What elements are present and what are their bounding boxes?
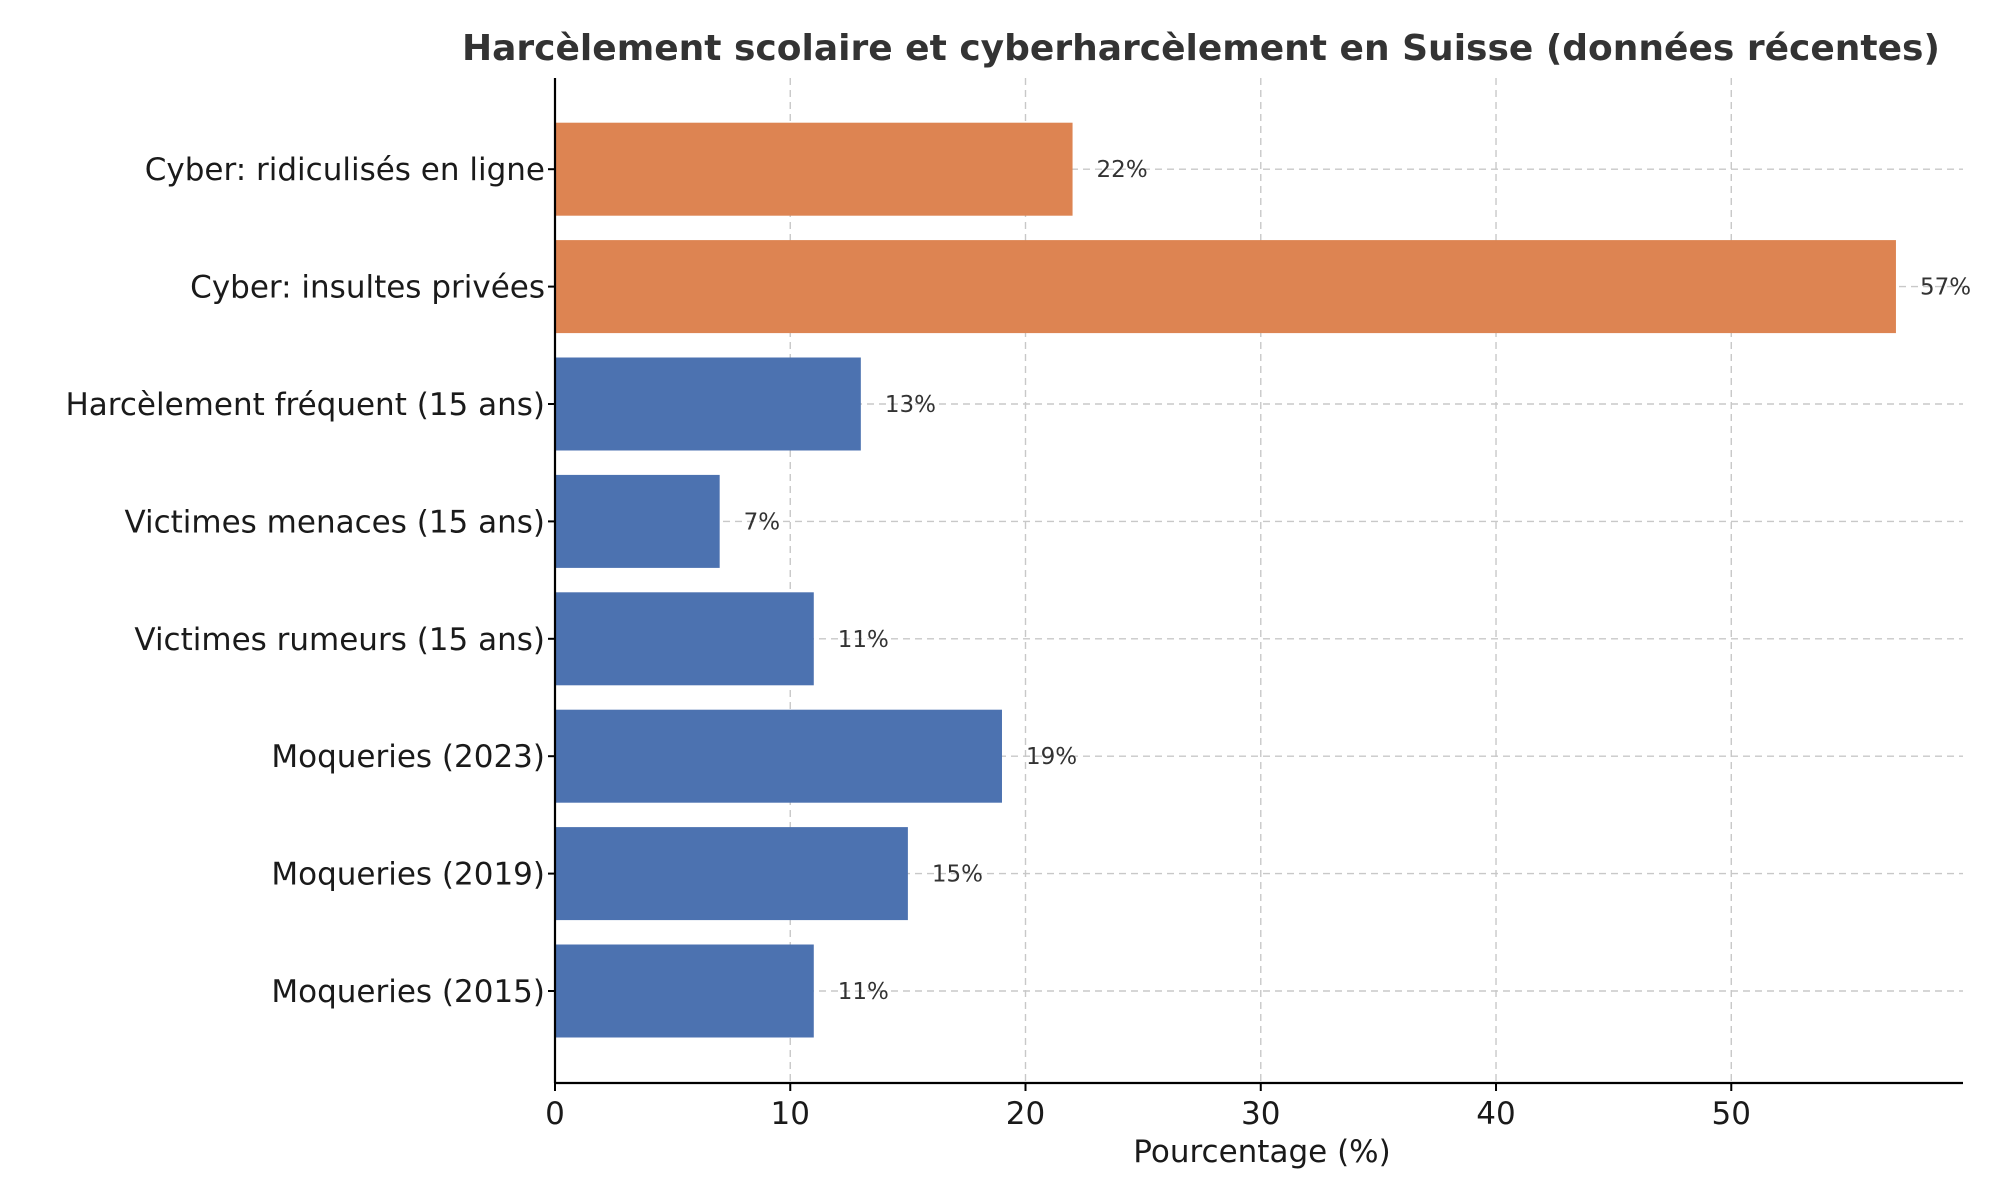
category-label: Harcèlement fréquent (15 ans) [66, 387, 546, 423]
category-label: Moqueries (2023) [271, 739, 545, 775]
x-tick-label: 40 [1476, 1096, 1515, 1132]
bar [555, 122, 1073, 216]
grid-lines [554, 78, 1963, 1083]
category-label: Cyber: ridiculisés en ligne [145, 152, 545, 188]
value-label: 11% [838, 627, 889, 653]
category-label: Victimes rumeurs (15 ans) [134, 622, 545, 658]
value-label: 19% [1026, 744, 1077, 770]
bar [555, 827, 908, 921]
x-axis-label: Pourcentage (%) [1133, 1134, 1390, 1170]
x-tick-label: 20 [1006, 1096, 1045, 1132]
x-tick-label: 0 [545, 1096, 565, 1132]
bar [555, 240, 1896, 334]
bar [555, 709, 1002, 803]
value-label: 57% [1920, 275, 1971, 301]
value-label: 11% [838, 979, 889, 1005]
bar [555, 474, 720, 568]
value-label: 22% [1097, 157, 1148, 183]
bar [555, 944, 814, 1038]
bars [555, 122, 1896, 1038]
category-label: Moqueries (2015) [271, 974, 545, 1010]
bar [555, 592, 814, 686]
chart-title: Harcèlement scolaire et cyberharcèlement… [462, 28, 1940, 69]
value-label: 15% [932, 862, 983, 888]
category-label: Victimes menaces (15 ans) [124, 504, 545, 540]
x-tick-label: 30 [1241, 1096, 1280, 1132]
x-tick-label: 10 [771, 1096, 810, 1132]
x-tick-label: 50 [1712, 1096, 1751, 1132]
axes: 0 10 20 30 40 50 [545, 78, 1963, 1132]
value-label: 7% [744, 509, 781, 535]
data-labels: Moqueries (2015) 11% Moqueries (2019) 15% Mo… [66, 152, 1972, 1010]
category-label: Cyber: insultes privées [190, 270, 545, 306]
bar [555, 357, 861, 451]
category-label: Moqueries (2019) [271, 857, 545, 893]
value-label: 13% [885, 392, 936, 418]
